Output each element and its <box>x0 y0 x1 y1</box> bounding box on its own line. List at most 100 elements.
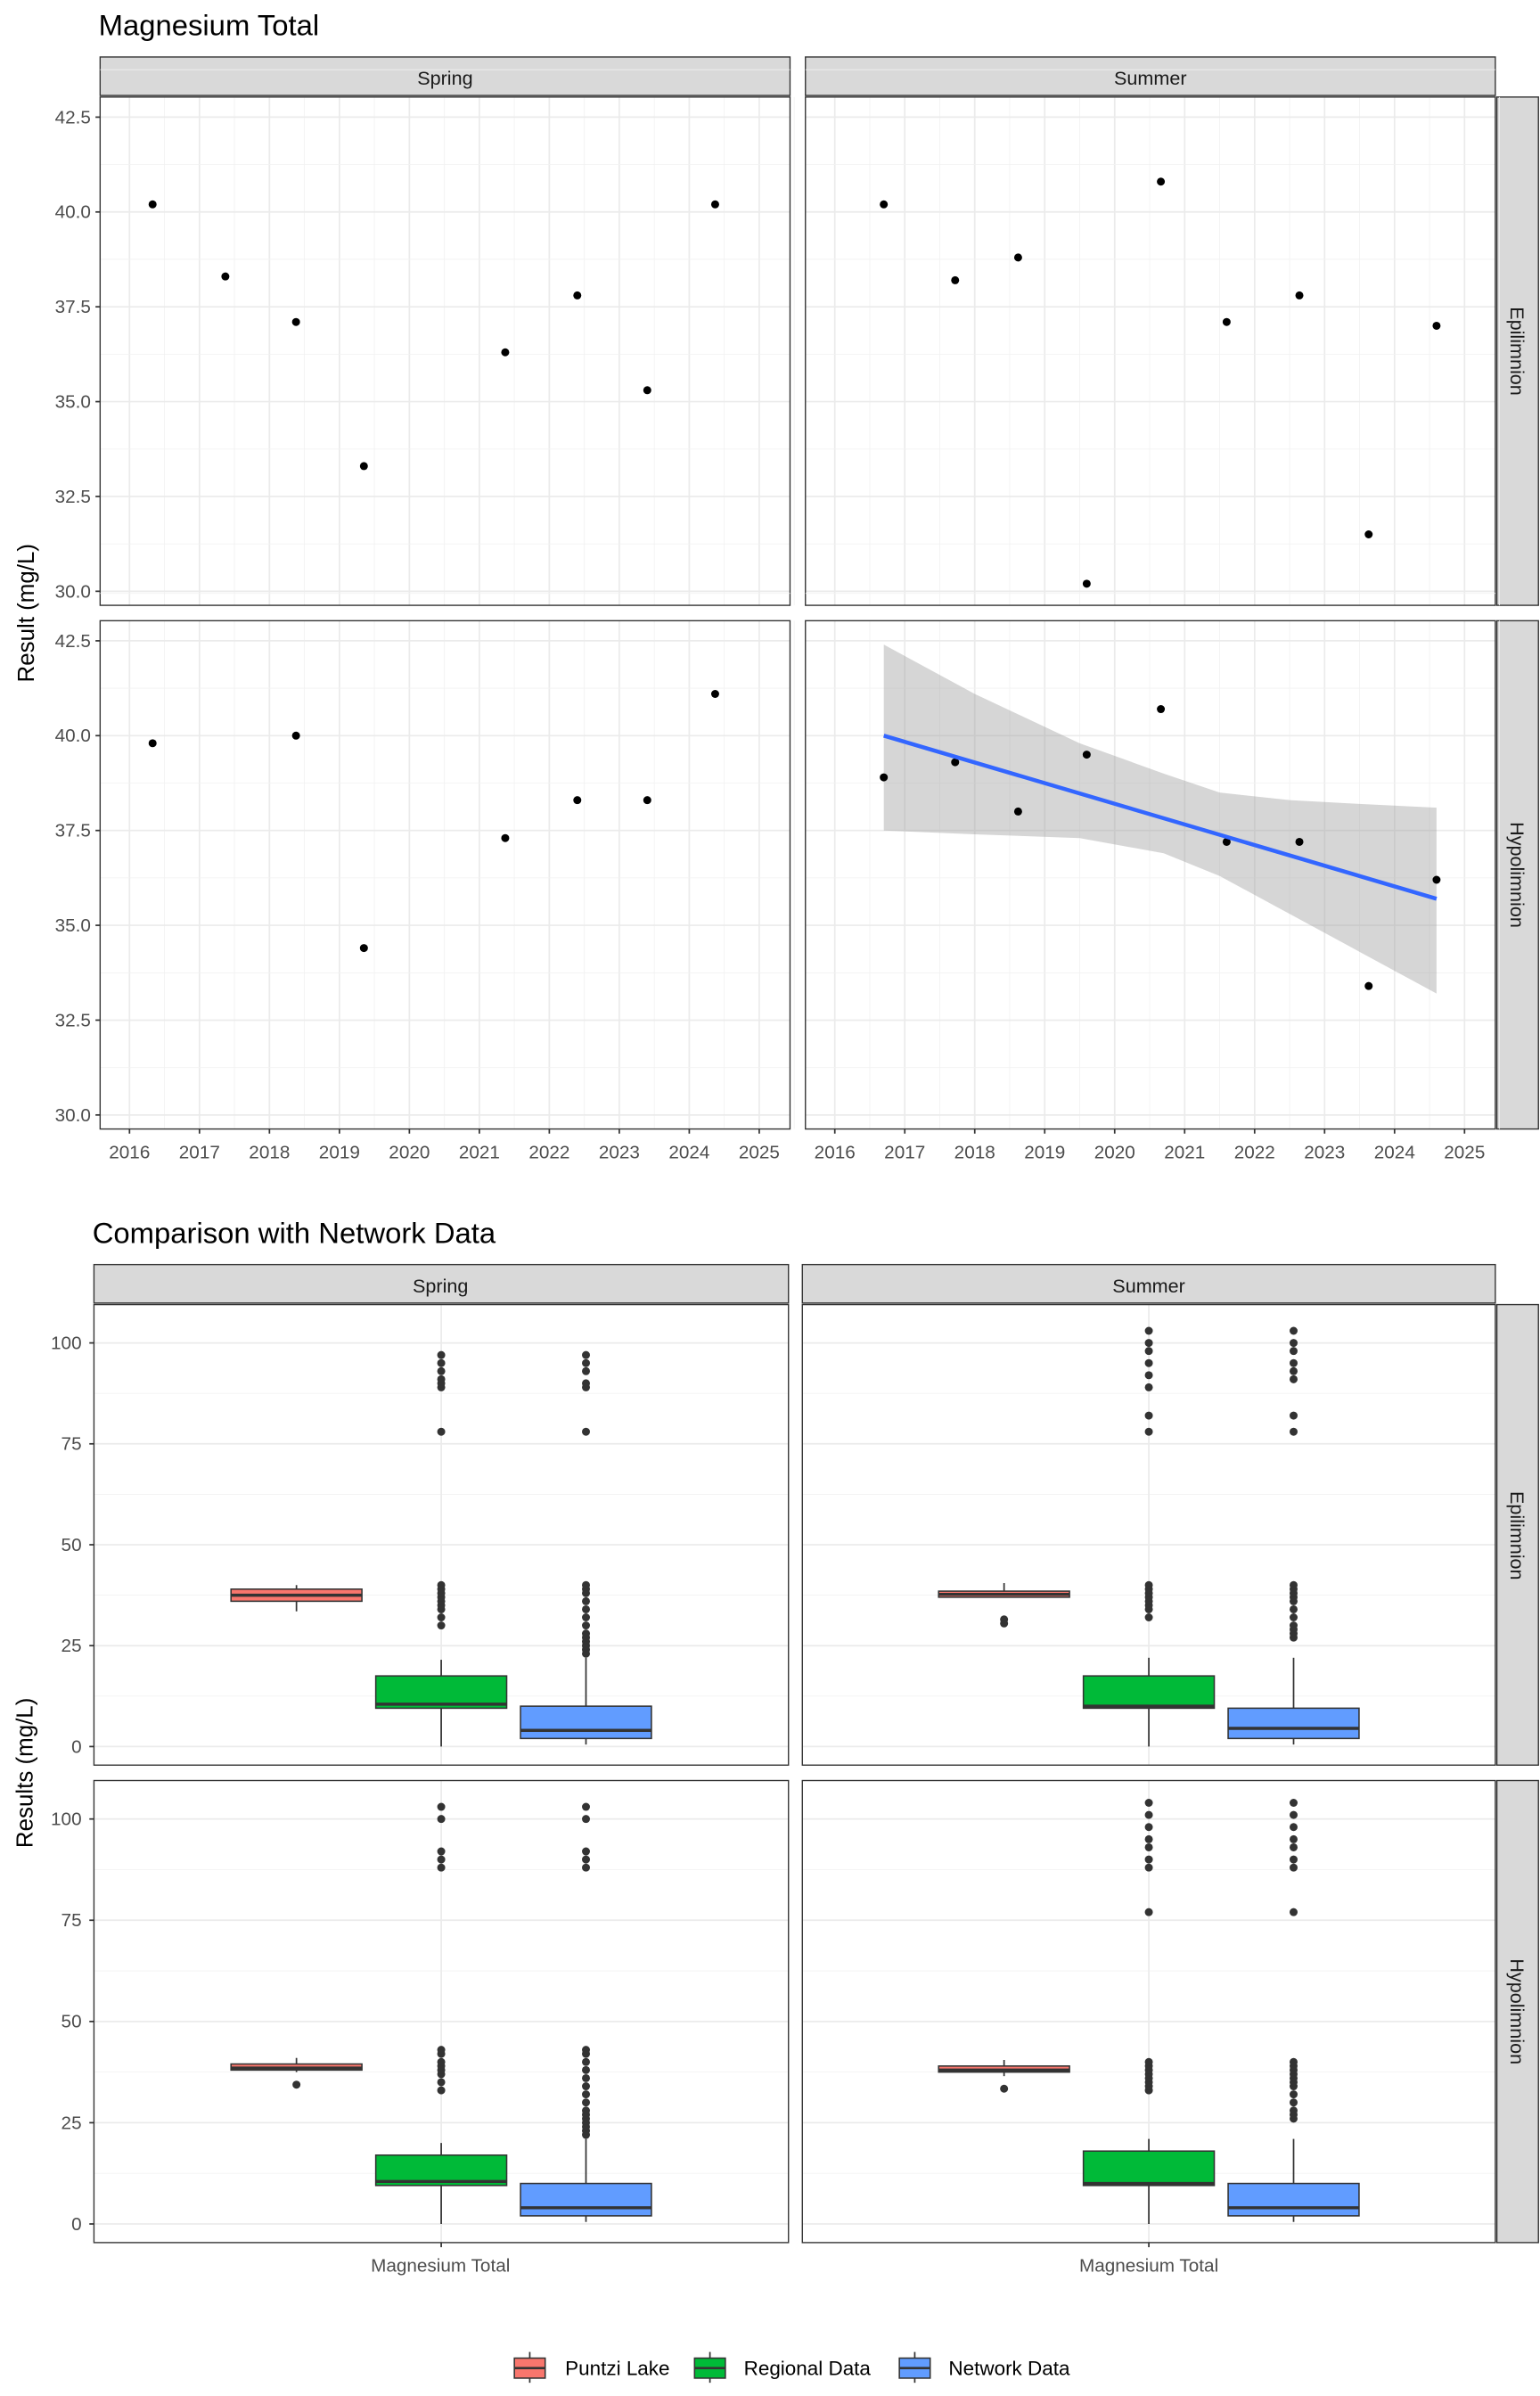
panel-background <box>100 620 790 1129</box>
outlier-point <box>582 1350 591 1359</box>
outlier-point <box>1290 1842 1298 1851</box>
chart-1-y-axis-label: Result (mg/L) <box>14 544 39 682</box>
outlier-point <box>1290 1366 1298 1375</box>
outlier-point <box>582 1379 591 1388</box>
y-tick-label: 32.5 <box>55 487 91 507</box>
data-point <box>1013 807 1022 816</box>
data-point <box>1082 579 1091 588</box>
outlier-point <box>1290 1834 1298 1843</box>
outlier-point <box>1290 2090 1298 2099</box>
outlier-point <box>582 2090 591 2099</box>
outlier-point <box>1144 1347 1153 1356</box>
box-network-data <box>520 1802 652 2222</box>
outlier-point <box>437 1802 446 1811</box>
outlier-point <box>582 1427 591 1436</box>
box-network-data <box>1227 1326 1360 1745</box>
data-point <box>1013 253 1022 262</box>
y-tick-label: 75 <box>61 1910 82 1931</box>
data-point <box>1222 317 1231 326</box>
chart-2-strip-summer: Summer <box>1112 1275 1185 1297</box>
strip-bg-row-0 <box>1495 96 1539 606</box>
outlier-point <box>1290 2106 1298 2115</box>
y-tick-label: 42.5 <box>55 107 91 127</box>
box-puntzi-lake <box>230 1585 363 1612</box>
outlier-point <box>437 2046 446 2055</box>
data-point <box>1364 981 1373 990</box>
outlier-point <box>1144 1371 1153 1380</box>
box-iqr <box>1227 2182 1360 2217</box>
chart-1-strip-epilimnion: Epilimnion <box>1506 307 1528 396</box>
outlier-point <box>582 2065 591 2074</box>
y-tick-label: 50 <box>61 1535 82 1555</box>
y-tick-label: 42.5 <box>55 631 91 652</box>
y-tick-label: 100 <box>51 1333 82 1354</box>
box-iqr <box>520 1705 652 1740</box>
y-tick-label: 30.0 <box>55 1105 91 1126</box>
strip-bg-row-1 <box>1495 1779 1539 2244</box>
x-tick-label: 2024 <box>668 1142 709 1162</box>
chart-1-strip-spring: Spring <box>417 67 472 89</box>
box-puntzi-lake <box>938 2059 1070 2093</box>
x-tick-label: 2016 <box>815 1142 856 1162</box>
chart-2-x-tick-spring: Magnesium Total <box>371 2256 510 2277</box>
outlier-point <box>1144 1326 1153 1335</box>
outlier-point <box>437 1847 446 1856</box>
y-tick-label: 37.5 <box>55 821 91 841</box>
outlier-point <box>1144 1842 1153 1851</box>
outlier-point <box>582 2106 591 2115</box>
scatter-panel-summer-epilimnion <box>805 69 1501 606</box>
outlier-point <box>1290 1427 1298 1436</box>
outlier-point <box>1144 1908 1153 1916</box>
data-point <box>291 317 300 326</box>
outlier-point <box>582 1815 591 1824</box>
box-regional-data <box>1082 1326 1216 1747</box>
outlier-point <box>1290 1326 1298 1335</box>
data-point <box>643 796 651 805</box>
outlier-point <box>582 2098 591 2107</box>
x-tick-label: 2025 <box>739 1142 780 1162</box>
y-tick-label: 32.5 <box>55 1010 91 1030</box>
y-tick-label: 25 <box>61 2113 82 2133</box>
y-tick-label: 35.0 <box>55 391 91 412</box>
outlier-point <box>582 1855 591 1864</box>
chart-2-strip-epilimnion: Epilimnion <box>1506 1491 1528 1580</box>
panel-border <box>99 620 791 1130</box>
data-point <box>1082 751 1091 759</box>
y-tick-label: 0 <box>71 1736 82 1757</box>
outlier-point <box>437 1374 446 1383</box>
legend-label-puntzi-lake: Puntzi Lake <box>565 2358 669 2380</box>
x-tick-label: 2023 <box>1304 1142 1345 1162</box>
box-network-data <box>1227 1799 1360 2222</box>
outlier-point <box>437 1358 446 1367</box>
outlier-point <box>437 1815 446 1824</box>
x-tick-label: 2016 <box>109 1142 150 1162</box>
outlier-point <box>582 1847 591 1856</box>
data-point <box>501 833 510 842</box>
panel-border <box>99 96 791 606</box>
chart-2-strip-spring: Spring <box>413 1275 468 1297</box>
box-iqr <box>1227 1707 1360 1740</box>
x-tick-label: 2021 <box>459 1142 500 1162</box>
panel-border <box>801 1303 1496 1766</box>
panel-border <box>805 96 1496 606</box>
outlier-point <box>582 1604 591 1613</box>
outlier-point <box>437 1350 446 1359</box>
outlier-point <box>582 2046 591 2055</box>
scatter-panel-spring-hypolimnion: 30.0 32.5 35.0 37.5 40.0 42.5 2016 2017 2018 2019… <box>55 593 795 1162</box>
outlier-point <box>437 1613 446 1621</box>
outlier-point <box>1144 1613 1153 1621</box>
outlier-point <box>1290 1855 1298 1864</box>
box-network-data <box>520 1350 652 1745</box>
outlier-point <box>582 1629 591 1638</box>
box-puntzi-lake <box>230 2057 363 2089</box>
x-tick-label: 2017 <box>884 1142 925 1162</box>
data-point <box>951 275 960 284</box>
box-iqr <box>1082 2150 1216 2187</box>
data-point <box>951 758 960 767</box>
panel-border <box>93 1303 790 1766</box>
data-point <box>880 200 889 209</box>
y-tick-label: 35.0 <box>55 915 91 936</box>
y-tick-label: 40.0 <box>55 202 91 223</box>
data-point <box>221 272 230 281</box>
x-tick-label: 2025 <box>1444 1142 1485 1162</box>
